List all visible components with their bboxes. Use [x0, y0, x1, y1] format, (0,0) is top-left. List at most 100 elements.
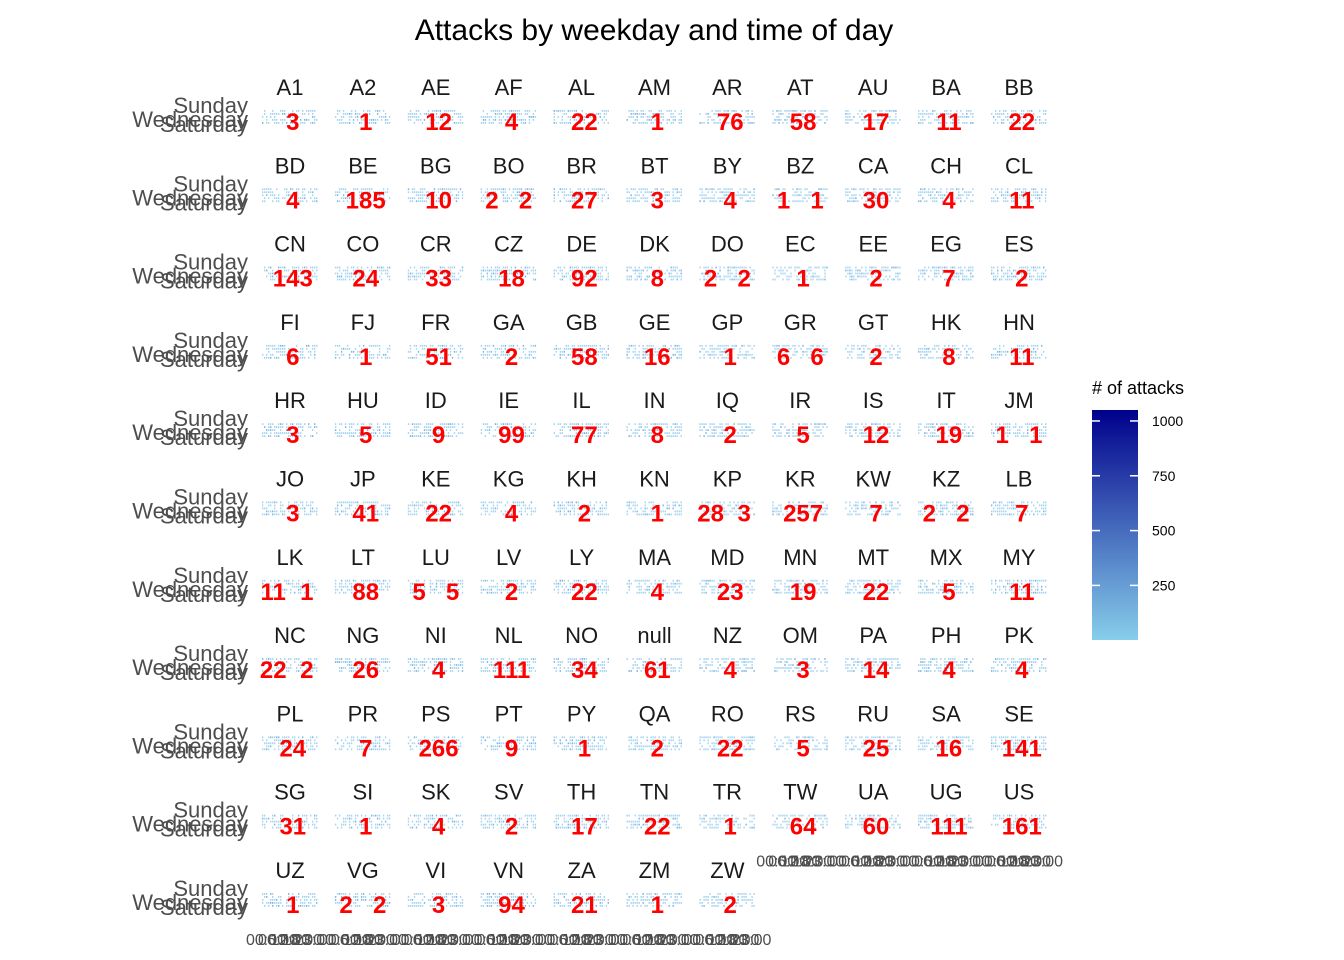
heat-tile: [676, 200, 678, 203]
heat-tile: [885, 197, 887, 200]
heat-tile: [599, 347, 601, 350]
heat-tile: [1027, 272, 1029, 275]
heat-tile: [991, 188, 993, 191]
heat-tile: [561, 278, 563, 281]
heat-tile: [425, 432, 428, 434]
heat-tile: [300, 423, 302, 425]
heat-tile: [713, 350, 715, 353]
heat-tile: [873, 191, 875, 194]
heat-tile: [278, 122, 280, 124]
heat-tile: [500, 122, 503, 124]
heat-tile: [575, 275, 577, 278]
heat-tile: [268, 350, 270, 353]
heat-tile: [634, 507, 636, 510]
heat-tile: [534, 507, 537, 510]
heat-tile: [498, 266, 501, 269]
heat-tile: [845, 266, 847, 269]
heat-tile: [555, 350, 557, 353]
heat-tile: [530, 194, 533, 197]
heat-tile: [630, 507, 632, 510]
heat-tile: [302, 501, 304, 504]
heat-tile: [591, 188, 593, 191]
heat-tile: [437, 200, 440, 203]
heat-tile: [1011, 197, 1013, 200]
heat-tile: [449, 429, 452, 431]
heat-tile: [626, 510, 628, 513]
heat-tile: [753, 116, 755, 118]
heat-tile: [859, 272, 861, 275]
heat-tile: [889, 423, 891, 425]
heat-tile: [388, 429, 391, 431]
heat-tile: [439, 194, 442, 197]
heat-tile: [861, 353, 863, 356]
heat-tile: [652, 200, 654, 203]
heat-tile: [940, 194, 942, 197]
heat-tile: [847, 272, 849, 275]
heat-tile: [638, 272, 640, 275]
heat-tile: [563, 507, 565, 510]
heat-tile: [699, 188, 701, 191]
heat-tile: [366, 197, 369, 200]
facet-panel-EG: EG7: [918, 232, 974, 293]
heat-tile: [555, 269, 557, 272]
heat-tile: [628, 423, 630, 425]
heat-tile: [366, 266, 369, 269]
heat-tile: [276, 275, 278, 278]
heat-tile: [847, 423, 849, 425]
heat-tile: [338, 191, 341, 194]
heat-tile: [954, 275, 956, 278]
heat-tile: [922, 110, 924, 112]
heat-tile: [374, 122, 377, 124]
heat-tile: [1017, 113, 1019, 115]
heat-tile: [563, 113, 565, 115]
count-label: 1: [796, 266, 809, 293]
heat-tile: [443, 353, 446, 356]
heat-tile: [262, 194, 264, 197]
heat-tile: [587, 191, 589, 194]
heat-tile: [310, 110, 312, 112]
heat-tile: [1027, 269, 1029, 272]
heat-tile: [439, 347, 442, 350]
heat-tile: [1021, 435, 1023, 437]
heat-tile: [496, 504, 499, 507]
heat-tile: [296, 272, 298, 275]
heat-tile: [348, 278, 351, 281]
heat-tile: [378, 353, 381, 356]
heat-tile: [553, 116, 555, 118]
heat-tile: [504, 272, 507, 275]
heat-tile: [711, 423, 713, 425]
heat-tile: [553, 119, 555, 121]
heat-tile: [429, 278, 432, 281]
heat-tile: [664, 513, 666, 516]
heat-tile: [571, 197, 573, 200]
heat-tile: [1025, 435, 1027, 437]
heat-tile: [302, 266, 304, 269]
heat-tile: [1041, 191, 1043, 194]
heat-tiles: [699, 266, 755, 281]
heat-tile: [605, 266, 607, 269]
heat-tile: [524, 110, 527, 112]
heat-tile: [968, 347, 970, 350]
heat-tile: [262, 432, 264, 434]
heat-tile: [701, 194, 703, 197]
heat-tile: [350, 435, 353, 437]
heat-tile: [569, 513, 571, 516]
heat-tile: [626, 350, 628, 353]
heat-tile: [966, 122, 968, 124]
heat-tile: [490, 122, 493, 124]
facet-strip-label: BG: [420, 153, 452, 178]
heat-tile: [672, 116, 674, 118]
heat-tile: [871, 110, 873, 112]
heat-tile: [427, 197, 430, 200]
heat-tile: [636, 432, 638, 434]
heat-tile: [605, 350, 607, 353]
heat-tile: [733, 116, 735, 118]
heat-tile: [268, 429, 270, 431]
heat-tile: [262, 188, 264, 191]
heat-tile: [863, 116, 865, 118]
heat-tile: [372, 119, 375, 121]
heat-tile: [447, 110, 450, 112]
heat-tile: [498, 188, 501, 191]
heat-tile: [632, 197, 634, 200]
